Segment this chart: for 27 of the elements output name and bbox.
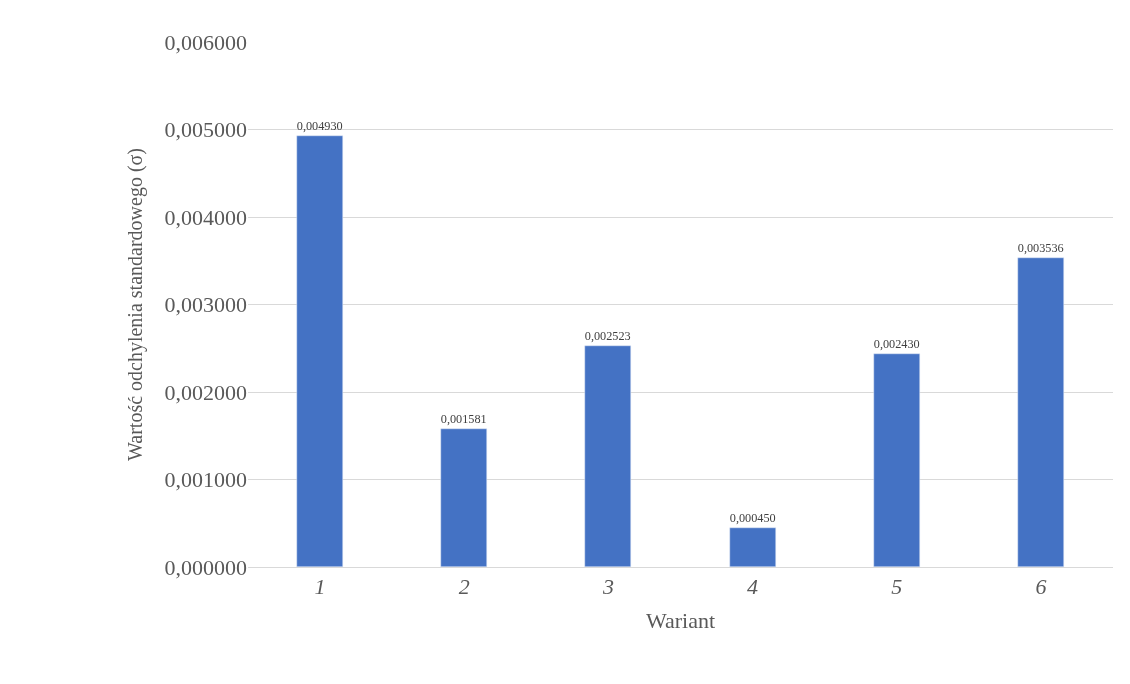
data-label: 0,003536 — [1017, 241, 1064, 256]
data-label: 0,001581 — [440, 412, 487, 427]
x-tick-label: 2 — [458, 574, 470, 600]
y-tick-label: 0,005000 — [164, 117, 247, 143]
y-axis-title: Wartość odchylenia standardowego (σ) — [124, 148, 147, 461]
data-label: 0,002523 — [584, 329, 631, 344]
bar — [296, 135, 343, 567]
y-tick-label: 0,002000 — [164, 379, 247, 405]
y-tick-label: 0,000000 — [164, 554, 247, 580]
data-label: 0,002430 — [873, 337, 920, 352]
bar — [1017, 257, 1064, 567]
x-tick-label: 6 — [1035, 574, 1047, 600]
bar — [873, 353, 920, 567]
bar — [440, 428, 487, 567]
y-tick-label: 0,003000 — [164, 292, 247, 318]
y-tick-label: 0,004000 — [164, 204, 247, 230]
x-tick-label: 4 — [747, 574, 759, 600]
y-tick-label: 0,001000 — [164, 467, 247, 493]
data-label: 0,004930 — [296, 119, 343, 134]
y-tick-label: 0,006000 — [164, 29, 247, 55]
x-tick-label: 1 — [314, 574, 326, 600]
bar — [584, 345, 631, 567]
x-tick-label: 3 — [601, 574, 614, 600]
bar — [729, 527, 776, 567]
data-label: 0,000450 — [729, 511, 776, 526]
x-axis-title: Wariant — [645, 608, 716, 634]
x-tick-label: 5 — [891, 574, 903, 600]
